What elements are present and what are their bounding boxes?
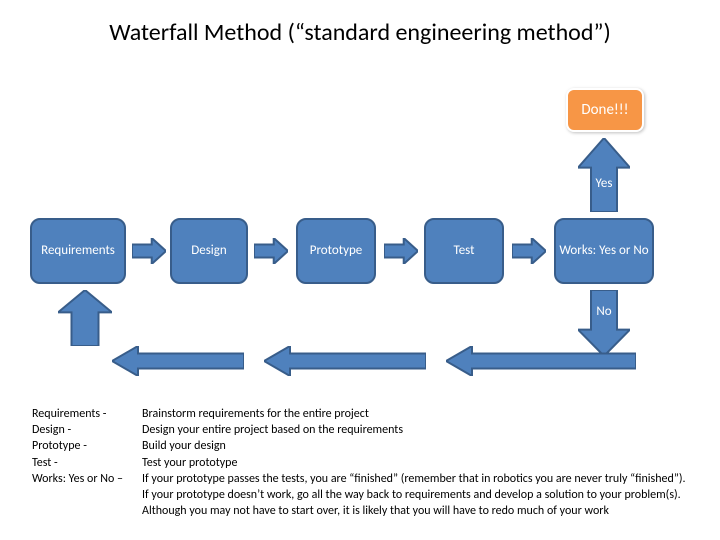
desc-def: Test your prototype xyxy=(142,455,692,471)
flow-arrow-2 xyxy=(254,238,288,264)
no-label: No xyxy=(578,304,630,319)
desc-term: Prototype - xyxy=(32,438,142,454)
yes-label: Yes xyxy=(578,176,630,191)
desc-row: Prototype -Build your design xyxy=(32,438,692,454)
flow-arrow-3 xyxy=(384,238,418,264)
desc-row: Works: Yes or No –If your prototype pass… xyxy=(32,471,692,520)
yes-arrow: Yes xyxy=(578,138,630,212)
flow-arrow-4 xyxy=(512,238,546,264)
stage-works: Works: Yes or No xyxy=(554,218,654,284)
desc-term: Works: Yes or No – xyxy=(32,471,142,520)
desc-term: Design - xyxy=(32,422,142,438)
page-title: Waterfall Method (“standard engineering … xyxy=(0,0,720,47)
desc-def: Brainstorm requirements for the entire p… xyxy=(142,406,692,422)
stage-design: Design xyxy=(170,218,248,284)
desc-row: Test -Test your prototype xyxy=(32,455,692,471)
desc-term: Requirements - xyxy=(32,406,142,422)
done-label: Done!!! xyxy=(581,101,628,119)
return-arrow-2 xyxy=(264,346,426,376)
stage-prototype: Prototype xyxy=(296,218,376,284)
return-up-arrow xyxy=(58,290,112,346)
return-arrow-3 xyxy=(112,346,244,376)
desc-term: Test - xyxy=(32,455,142,471)
desc-row: Design -Design your entire project based… xyxy=(32,422,692,438)
return-arrow-1 xyxy=(446,346,636,376)
done-box: Done!!! xyxy=(566,88,644,132)
descriptions: Requirements -Brainstorm requirements fo… xyxy=(32,406,692,519)
desc-def: Build your design xyxy=(142,438,692,454)
stage-requirements: Requirements xyxy=(30,218,126,284)
stage-test: Test xyxy=(424,218,504,284)
desc-def: Design your entire project based on the … xyxy=(142,422,692,438)
flow-arrow-1 xyxy=(132,238,166,264)
desc-def: If your prototype passes the tests, you … xyxy=(142,471,692,520)
desc-row: Requirements -Brainstorm requirements fo… xyxy=(32,406,692,422)
